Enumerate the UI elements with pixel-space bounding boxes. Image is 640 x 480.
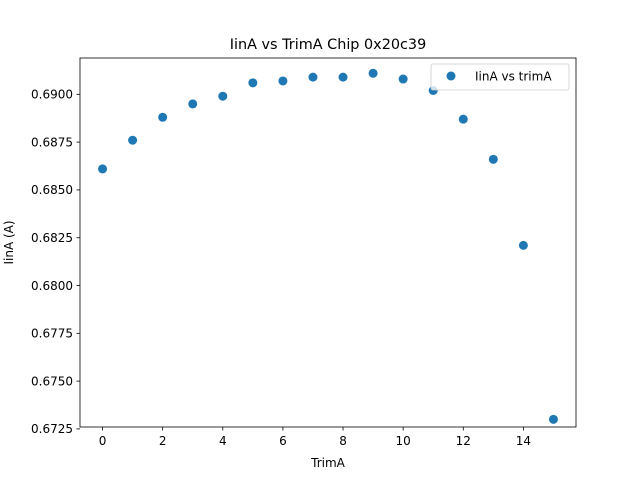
x-tick-label: 8	[339, 434, 347, 448]
data-point	[158, 112, 168, 122]
data-point	[218, 91, 228, 101]
y-tick-label: 0.6875	[31, 135, 73, 149]
legend-marker	[446, 71, 456, 81]
x-tick-label: 4	[219, 434, 227, 448]
legend: IinA vs trimA	[430, 63, 570, 91]
x-tick-label: 10	[396, 434, 411, 448]
data-point	[128, 135, 138, 145]
y-tick-label: 0.6800	[31, 279, 73, 293]
y-axis-label: IinA (A)	[2, 220, 16, 264]
data-point	[248, 78, 258, 88]
x-tick-label: 6	[279, 434, 287, 448]
data-point	[338, 72, 348, 82]
x-tick-label: 0	[99, 434, 107, 448]
data-point	[98, 164, 108, 174]
data-point	[398, 74, 408, 84]
plot-area	[80, 58, 576, 427]
y-axis-ticks: 0.6725 0.6750 0.6775 0.6800 0.6825 0.6850 0.68…	[31, 88, 80, 436]
x-axis-label: TrimA	[310, 456, 346, 470]
data-point	[368, 68, 378, 78]
x-tick-label: 2	[159, 434, 167, 448]
data-point	[188, 99, 198, 109]
axes-frame	[79, 57, 577, 428]
y-tick-label: 0.6850	[31, 183, 73, 197]
y-tick-label: 0.6775	[31, 327, 73, 341]
data-point	[278, 76, 288, 86]
x-tick-label: 14	[516, 434, 531, 448]
legend-box	[430, 63, 570, 91]
data-point	[548, 414, 558, 424]
data-point	[308, 72, 318, 82]
data-points	[98, 68, 558, 424]
data-point	[518, 240, 528, 250]
legend-label: IinA vs trimA	[475, 70, 552, 84]
chart-title: IinA vs TrimA Chip 0x20c39	[230, 37, 426, 53]
y-tick-label: 0.6900	[31, 88, 73, 102]
data-point	[458, 114, 468, 124]
y-tick-label: 0.6725	[31, 422, 73, 436]
x-axis-ticks: 0 2 4 6 8 10 12 14	[99, 427, 531, 448]
data-point	[488, 154, 498, 164]
y-tick-label: 0.6825	[31, 231, 73, 245]
x-tick-label: 12	[456, 434, 471, 448]
y-tick-label: 0.6750	[31, 374, 73, 388]
